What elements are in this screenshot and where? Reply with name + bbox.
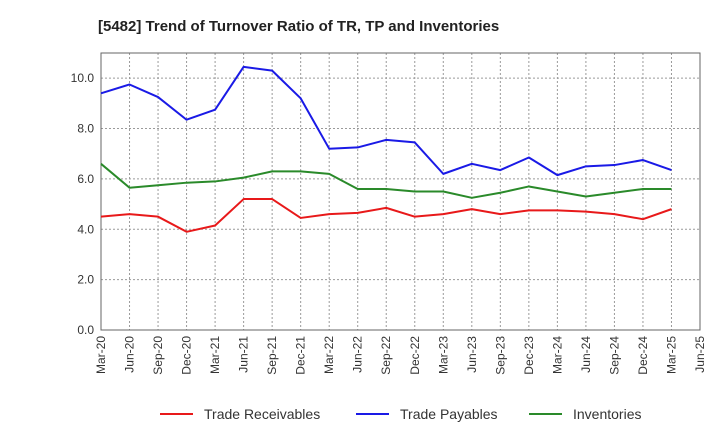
x-tick-label: Sep-23 [493, 336, 507, 375]
y-tick-label: 6.0 [77, 172, 94, 186]
x-tick-label: Dec-23 [522, 336, 536, 375]
x-tick-label: Dec-21 [294, 336, 308, 375]
y-tick-label: 10.0 [71, 71, 95, 85]
legend-label: Trade Receivables [204, 406, 320, 422]
series-line [100, 65, 672, 177]
x-tick-label: Mar-20 [94, 336, 108, 374]
x-tick-label: Mar-22 [322, 336, 336, 374]
plot-frame [100, 52, 701, 331]
x-tick-label: Jun-23 [465, 336, 479, 373]
x-tick-label: Sep-21 [265, 336, 279, 375]
y-tick-label: 0.0 [77, 323, 94, 337]
chart-title: [5482] Trend of Turnover Ratio of TR, TP… [98, 18, 499, 35]
x-tick-label: Sep-22 [379, 336, 393, 375]
y-tick-label: 8.0 [77, 122, 94, 136]
x-tick-label: Jun-20 [123, 336, 137, 373]
legend: Trade Receivables Trade Payables Inventori… [160, 406, 641, 422]
series-lines [100, 65, 672, 233]
series-line [100, 198, 672, 233]
y-tick-label: 4.0 [77, 222, 94, 236]
x-tick-label: Mar-23 [436, 336, 450, 374]
x-tick-label: Jun-25 [693, 336, 707, 373]
x-tick-label: Sep-24 [607, 336, 621, 375]
x-tick-label: Dec-24 [636, 336, 650, 375]
x-tick-label: Dec-22 [408, 336, 422, 375]
x-tick-label: Dec-20 [180, 336, 194, 375]
x-tick-label: Mar-25 [664, 336, 678, 374]
legend-label: Trade Payables [400, 406, 498, 422]
x-tick-label: Jun-22 [351, 336, 365, 373]
axes: 0.0 2.0 4.0 6.0 8.0 10.0 Mar-20 Jun-20 Sep-20 Dec… [71, 52, 707, 375]
x-tick-label: Mar-24 [550, 336, 564, 374]
grid-lines [101, 53, 700, 330]
x-tick-label: Sep-20 [151, 336, 165, 375]
series-line [100, 163, 672, 199]
x-tick-label: Jun-21 [237, 336, 251, 373]
x-tick-label: Mar-21 [208, 336, 222, 374]
x-tick-label: Jun-24 [579, 336, 593, 373]
y-tick-label: 2.0 [77, 273, 94, 287]
legend-label: Inventories [573, 406, 641, 422]
